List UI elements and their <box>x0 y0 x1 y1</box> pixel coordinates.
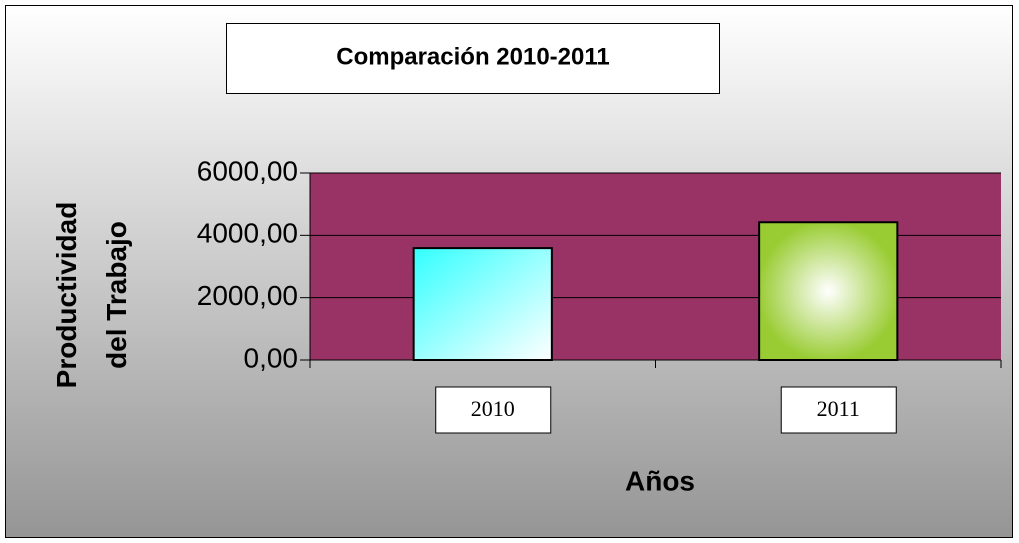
x-label-box <box>780 386 897 434</box>
x-label-box <box>435 386 552 434</box>
x-tick-label: 2011 <box>817 396 860 421</box>
x-axis-title: Años <box>625 465 695 496</box>
title-box <box>226 23 720 94</box>
y-tick-label: 2000,00 <box>197 280 298 311</box>
bar <box>412 247 553 361</box>
plot: 0,00 2000,00 4000,00 6000,00 2010 2011 <box>197 155 1002 434</box>
bar <box>758 221 899 361</box>
y-tick-label: 0,00 <box>244 342 299 373</box>
chart-title: Comparación 2010-2011 <box>336 43 609 70</box>
x-tick-label: 2010 <box>471 396 515 421</box>
y-axis-title: Productividad del Trabajo <box>51 201 132 389</box>
y-tick-label: 4000,00 <box>197 218 298 249</box>
y-tick-label: 6000,00 <box>197 155 298 186</box>
